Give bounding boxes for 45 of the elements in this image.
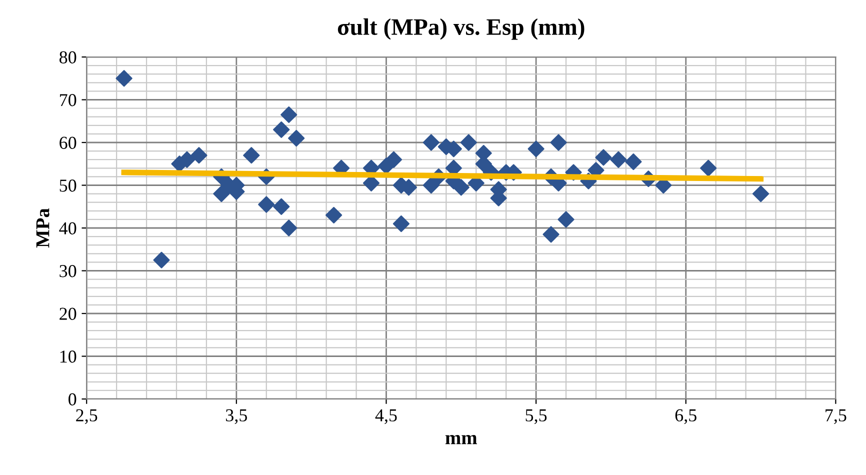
point	[610, 151, 627, 168]
y-tick-label: 30	[60, 265, 76, 278]
point	[392, 215, 410, 232]
y-tick-label: 60	[60, 136, 76, 149]
y-tick-label: 20	[60, 308, 76, 320]
point	[452, 179, 470, 196]
x-tick-label: 6,5	[675, 409, 696, 424]
y-tick-label: 80	[60, 51, 76, 64]
y-tick-label: 70	[60, 94, 76, 106]
point	[258, 196, 275, 213]
point	[460, 134, 477, 151]
point	[288, 130, 305, 147]
point	[280, 220, 298, 236]
point	[326, 206, 342, 224]
x-axis-title: mm	[445, 434, 478, 444]
point	[558, 211, 574, 228]
point	[243, 147, 260, 164]
point	[700, 160, 717, 176]
point	[752, 186, 770, 202]
x-tick-label: 2,5	[76, 409, 98, 424]
point	[550, 134, 567, 151]
x-tick-label: 7,5	[826, 409, 846, 424]
point	[528, 140, 544, 158]
point	[273, 121, 290, 138]
point	[625, 153, 642, 170]
y-tick-label: 40	[59, 222, 76, 234]
point	[213, 186, 230, 202]
point	[422, 176, 440, 194]
x-tick-label: 3,5	[226, 409, 247, 424]
x-tick-label: 5,5	[526, 409, 547, 424]
point	[280, 106, 298, 124]
chart-title: σult (MPa) vs. Esp (mm)	[338, 18, 584, 40]
y-axis-title: MPa	[36, 208, 50, 248]
point	[595, 149, 612, 166]
point	[190, 147, 208, 164]
point	[385, 151, 402, 168]
x-tick-label: 4,5	[375, 409, 397, 424]
point	[116, 70, 132, 87]
y-tick-label: 50	[60, 180, 76, 192]
y-tick-label: 0	[68, 393, 76, 406]
y-tick-label: 10	[60, 350, 76, 363]
point	[153, 252, 170, 268]
point	[542, 226, 560, 243]
point	[273, 198, 290, 215]
point	[422, 134, 440, 151]
